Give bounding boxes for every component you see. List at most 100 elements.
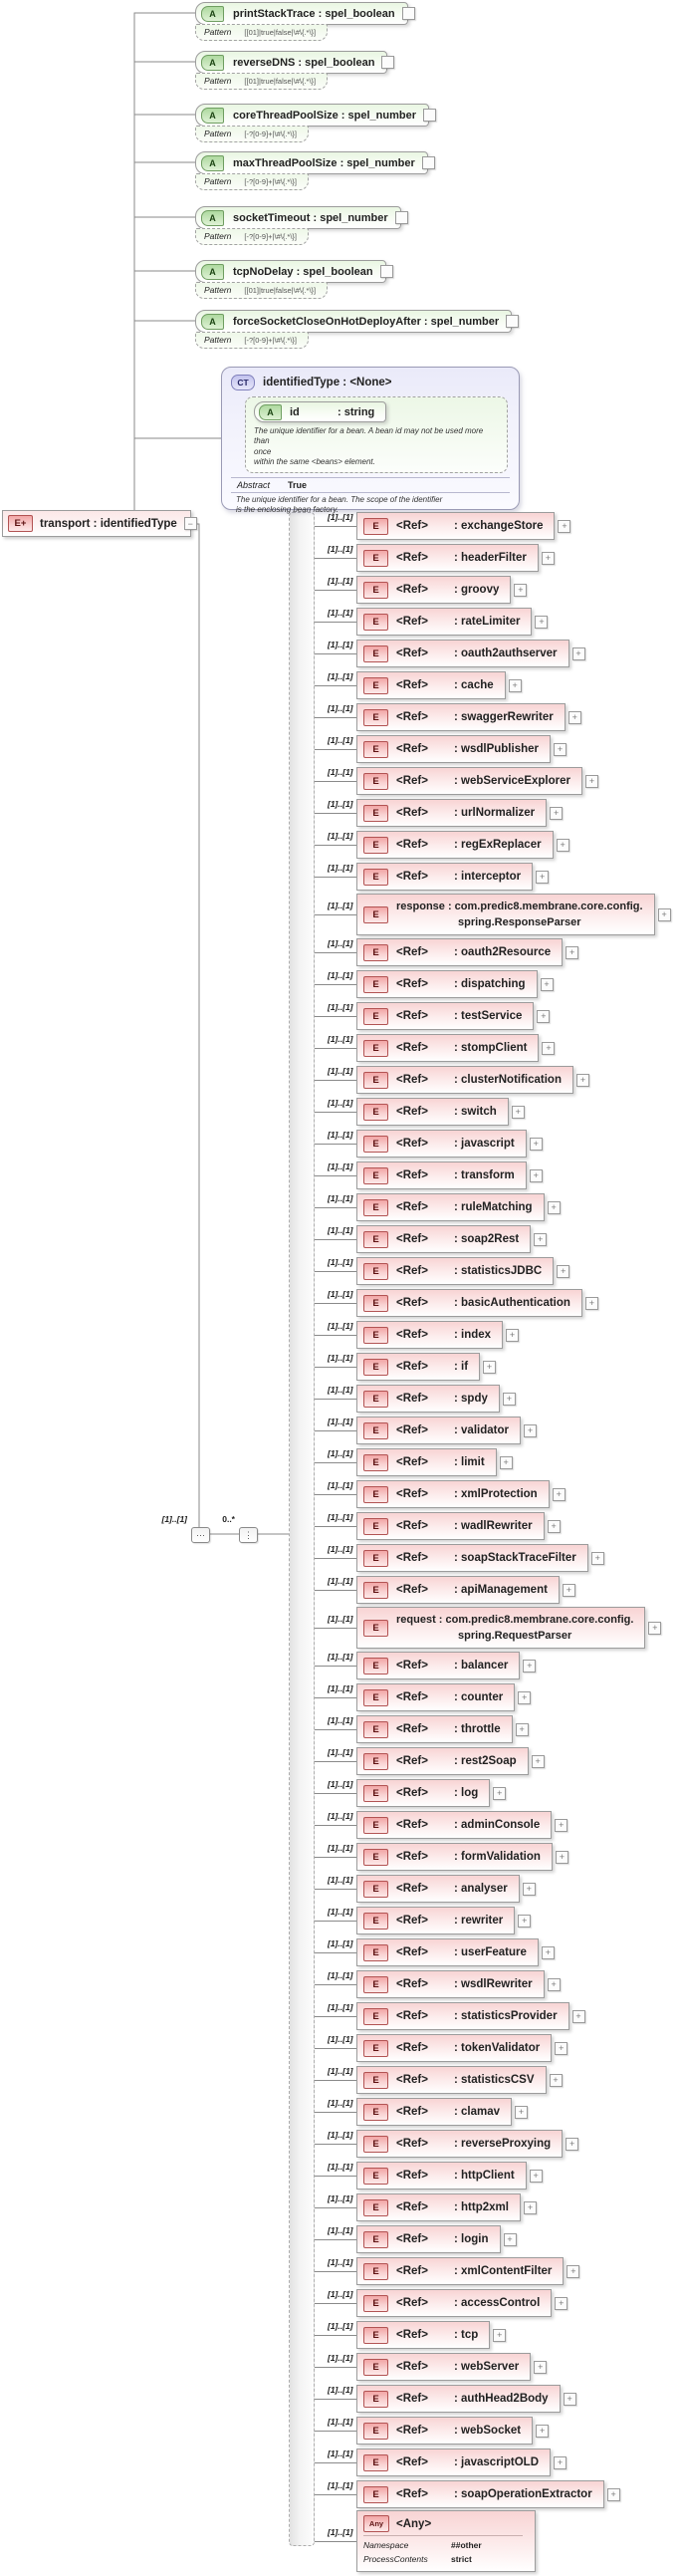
ref-element-box[interactable]: E <Ref>: statisticsCSV <box>356 2066 547 2094</box>
ref-element-box[interactable]: E <Ref>: soap2Rest <box>356 1225 532 1253</box>
expand-handle[interactable]: + <box>590 1551 604 1565</box>
expand-handle[interactable]: + <box>555 1850 568 1864</box>
ref-element-box[interactable]: E <Ref>: exchangeStore <box>356 512 556 540</box>
expand-handle[interactable]: + <box>515 1722 529 1736</box>
attribute-handle[interactable] <box>421 156 435 169</box>
expand-handle[interactable]: + <box>562 1583 575 1597</box>
ref-element-box[interactable]: E <Ref>: oauth2authserver <box>356 640 569 667</box>
ref-element-box[interactable]: E <Ref>: userFeature <box>356 1938 539 1966</box>
expand-handle[interactable]: + <box>552 1487 566 1501</box>
expand-handle[interactable]: + <box>584 774 598 788</box>
ref-element-box[interactable]: E <Ref>: analyser <box>356 1875 520 1903</box>
ref-element-box[interactable]: E <Ref>: basicAuthentication <box>356 1289 582 1317</box>
expand-handle[interactable]: + <box>606 2487 620 2501</box>
ref-element-box[interactable]: E <Ref>: wsdlRewriter <box>356 1970 545 1998</box>
attribute-handle[interactable] <box>381 56 395 69</box>
expand-handle[interactable]: + <box>511 1105 525 1119</box>
ref-element-box[interactable]: E <Ref>: counter <box>356 1683 516 1711</box>
ref-element-box[interactable]: E <Ref>: dispatching <box>356 970 538 998</box>
expand-handle[interactable]: + <box>531 1754 545 1768</box>
ref-element-box[interactable]: E <Ref>: clusterNotification <box>356 1066 573 1094</box>
attribute-handle[interactable] <box>379 265 393 278</box>
expand-handle[interactable]: + <box>529 2169 543 2183</box>
collapse-handle[interactable]: − <box>183 517 197 530</box>
attribute-handle[interactable] <box>401 7 415 20</box>
ref-element-box[interactable]: E <Ref>: tcp <box>356 2321 491 2349</box>
expand-handle[interactable]: + <box>514 583 528 597</box>
expand-handle[interactable]: + <box>547 1519 561 1533</box>
expand-handle[interactable]: + <box>506 1328 520 1342</box>
ref-element-box[interactable]: E <Ref>: webServiceExplorer <box>356 767 582 795</box>
expand-handle[interactable]: + <box>563 2392 576 2406</box>
expand-handle[interactable]: + <box>523 2200 537 2214</box>
expand-handle[interactable]: + <box>566 2137 579 2151</box>
ref-element-box[interactable]: E <Ref>: httpClient <box>356 2162 527 2190</box>
expand-handle[interactable]: + <box>534 1232 548 1246</box>
ref-element-box[interactable]: E <Ref>: ruleMatching <box>356 1193 545 1221</box>
sequence-icon[interactable]: ⋯ <box>191 1527 210 1543</box>
expand-handle[interactable]: + <box>575 1073 589 1087</box>
expand-handle[interactable]: + <box>529 1137 543 1151</box>
ref-element-box[interactable]: E <Ref>: apiManagement <box>356 1576 560 1604</box>
expand-handle[interactable]: + <box>648 1621 662 1635</box>
ref-element-box[interactable]: E <Ref>: oauth2Resource <box>356 938 564 966</box>
ref-element-box[interactable]: E <Ref>: balancer <box>356 1652 521 1679</box>
expand-handle[interactable]: + <box>555 2296 568 2310</box>
ref-element-box[interactable]: E <Ref>: webSocket <box>356 2417 534 2445</box>
expand-handle[interactable]: + <box>547 1977 561 1991</box>
attribute-handle[interactable] <box>506 315 520 328</box>
expand-handle[interactable]: + <box>541 551 555 565</box>
ref-element-box[interactable]: E <Ref>: testService <box>356 1002 535 1030</box>
ref-element-box[interactable]: E <Ref>: statisticsJDBC <box>356 1257 555 1285</box>
ref-element-box[interactable]: E <Ref>: throttle <box>356 1715 513 1743</box>
ref-element-box[interactable]: E <Ref>: headerFilter <box>356 544 539 572</box>
expand-handle[interactable]: + <box>483 1360 497 1374</box>
ref-element-box[interactable]: E <Ref>: cache <box>356 671 506 699</box>
ref-element-box[interactable]: E <Ref>: rateLimiter <box>356 608 533 636</box>
expand-handle[interactable]: + <box>540 977 554 991</box>
expand-handle[interactable]: + <box>657 907 671 921</box>
expand-handle[interactable]: + <box>522 1882 536 1896</box>
any-wildcard-box[interactable]: Any <Any> Namespace ##other ProcessContents s… <box>356 2510 536 2572</box>
expand-handle[interactable]: + <box>529 1168 543 1182</box>
ref-element-box[interactable]: E <Ref>: http2xml <box>356 2193 521 2221</box>
ref-element-box[interactable]: E <Ref>: swaggerRewriter <box>356 703 566 731</box>
expand-handle[interactable]: + <box>508 678 522 692</box>
expand-handle[interactable]: + <box>550 806 564 820</box>
expand-handle[interactable]: + <box>493 1786 507 1800</box>
expand-handle[interactable]: + <box>566 945 579 959</box>
ref-element-box[interactable]: E <Ref>: authHead2Body <box>356 2385 561 2413</box>
id-attribute-box[interactable]: A id : string <box>254 401 387 422</box>
ref-element-box[interactable]: E <Ref>: transform <box>356 1161 527 1189</box>
expand-handle[interactable]: + <box>518 1914 532 1928</box>
ref-element-box[interactable]: E <Ref>: javascript <box>356 1130 527 1158</box>
ref-element-box[interactable]: E <Ref>: validator <box>356 1417 521 1444</box>
ref-element-box[interactable]: E <Ref>: wsdlPublisher <box>356 735 551 763</box>
expand-handle[interactable]: + <box>541 1945 555 1959</box>
ref-element-box[interactable]: E <Ref>: interceptor <box>356 863 534 891</box>
expand-handle[interactable]: + <box>518 1690 532 1704</box>
attribute-handle[interactable] <box>394 211 408 224</box>
expand-handle[interactable]: + <box>493 2328 507 2342</box>
ref-element-box[interactable]: E <Ref>: wadlRewriter <box>356 1512 545 1540</box>
ref-element-box[interactable]: E <Ref>: stompClient <box>356 1034 540 1062</box>
choice-icon[interactable]: ⋮ <box>239 1527 258 1543</box>
ref-element-box[interactable]: E <Ref>: spdy <box>356 1385 500 1413</box>
expand-handle[interactable]: + <box>555 1818 568 1832</box>
ref-element-box[interactable]: E <Ref>: clamav <box>356 2098 513 2126</box>
ref-element-box[interactable]: E <Ref>: javascriptOLD <box>356 2448 551 2476</box>
expand-handle[interactable]: + <box>515 2105 529 2119</box>
ref-element-box[interactable]: E <Ref>: soapOperationExtractor <box>356 2480 604 2508</box>
ref-element-box[interactable]: E <Ref>: index <box>356 1321 504 1349</box>
ref-element-box[interactable]: E <Ref>: xmlProtection <box>356 1480 550 1508</box>
expand-handle[interactable]: + <box>556 838 569 852</box>
expand-handle[interactable]: + <box>558 519 571 533</box>
ref-element-box[interactable]: E <Ref>: regExReplacer <box>356 831 554 859</box>
